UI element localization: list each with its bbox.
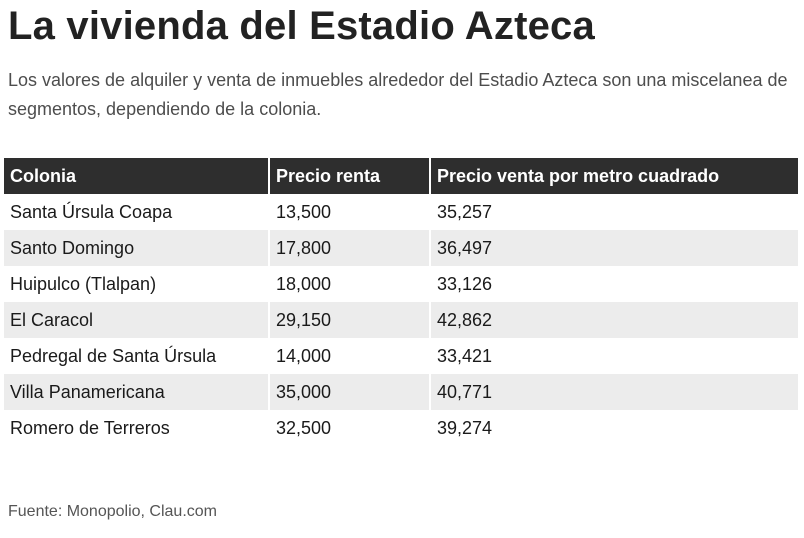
cell-precio-renta: 32,500 [269,410,431,446]
cell-precio-renta: 13,500 [269,194,431,230]
table-row: Santo Domingo 17,800 36,497 [4,230,798,266]
page-subtitle: Los valores de alquiler y venta de inmue… [8,70,788,119]
table-row: El Caracol 29,150 42,862 [4,302,798,338]
cell-colonia: Santo Domingo [4,230,270,266]
cell-precio-venta: 36,497 [430,230,798,266]
table-row: Huipulco (Tlalpan) 18,000 33,126 [4,266,798,302]
cell-colonia: Pedregal de Santa Úrsula [4,338,270,374]
cell-precio-renta: 35,000 [269,374,431,410]
cell-precio-venta: 33,126 [437,273,493,294]
cell-precio-venta: 40,771 [430,374,798,410]
page-title: La vivienda del Estadio Azteca [8,4,595,48]
header-precio-venta: Precio venta por metro cuadrado [430,158,798,194]
cell-colonia: El Caracol [4,302,270,338]
table-header-row: Colonia Precio renta Precio venta por me… [4,158,798,194]
cell-precio-renta: 18,000 [269,266,431,302]
table-row: Villa Panamericana 35,000 40,771 [4,374,798,410]
cell-precio-venta: 35,257 [437,201,493,222]
table-row: Romero de Terreros 32,500 39,274 [4,410,798,446]
cell-precio-renta: 29,150 [269,302,431,338]
cell-precio-venta: 33,421 [437,345,493,366]
cell-colonia: Huipulco (Tlalpan) [4,266,270,302]
table-row: Santa Úrsula Coapa 13,500 35,257 [4,194,798,230]
cell-precio-venta: 39,274 [437,417,493,438]
header-colonia: Colonia [4,158,270,194]
cell-precio-renta: 17,800 [269,230,431,266]
cell-precio-renta: 14,000 [269,338,431,374]
cell-colonia: Romero de Terreros [4,410,270,446]
housing-table: Colonia Precio renta Precio venta por me… [4,158,798,446]
cell-colonia: Villa Panamericana [4,374,270,410]
table-row: Pedregal de Santa Úrsula 14,000 33,421 [4,338,798,374]
source-note: Fuente: Monopolio, Clau.com [8,503,217,520]
cell-colonia: Santa Úrsula Coapa [4,194,270,230]
header-precio-renta: Precio renta [269,158,431,194]
cell-precio-venta: 42,862 [430,302,798,338]
